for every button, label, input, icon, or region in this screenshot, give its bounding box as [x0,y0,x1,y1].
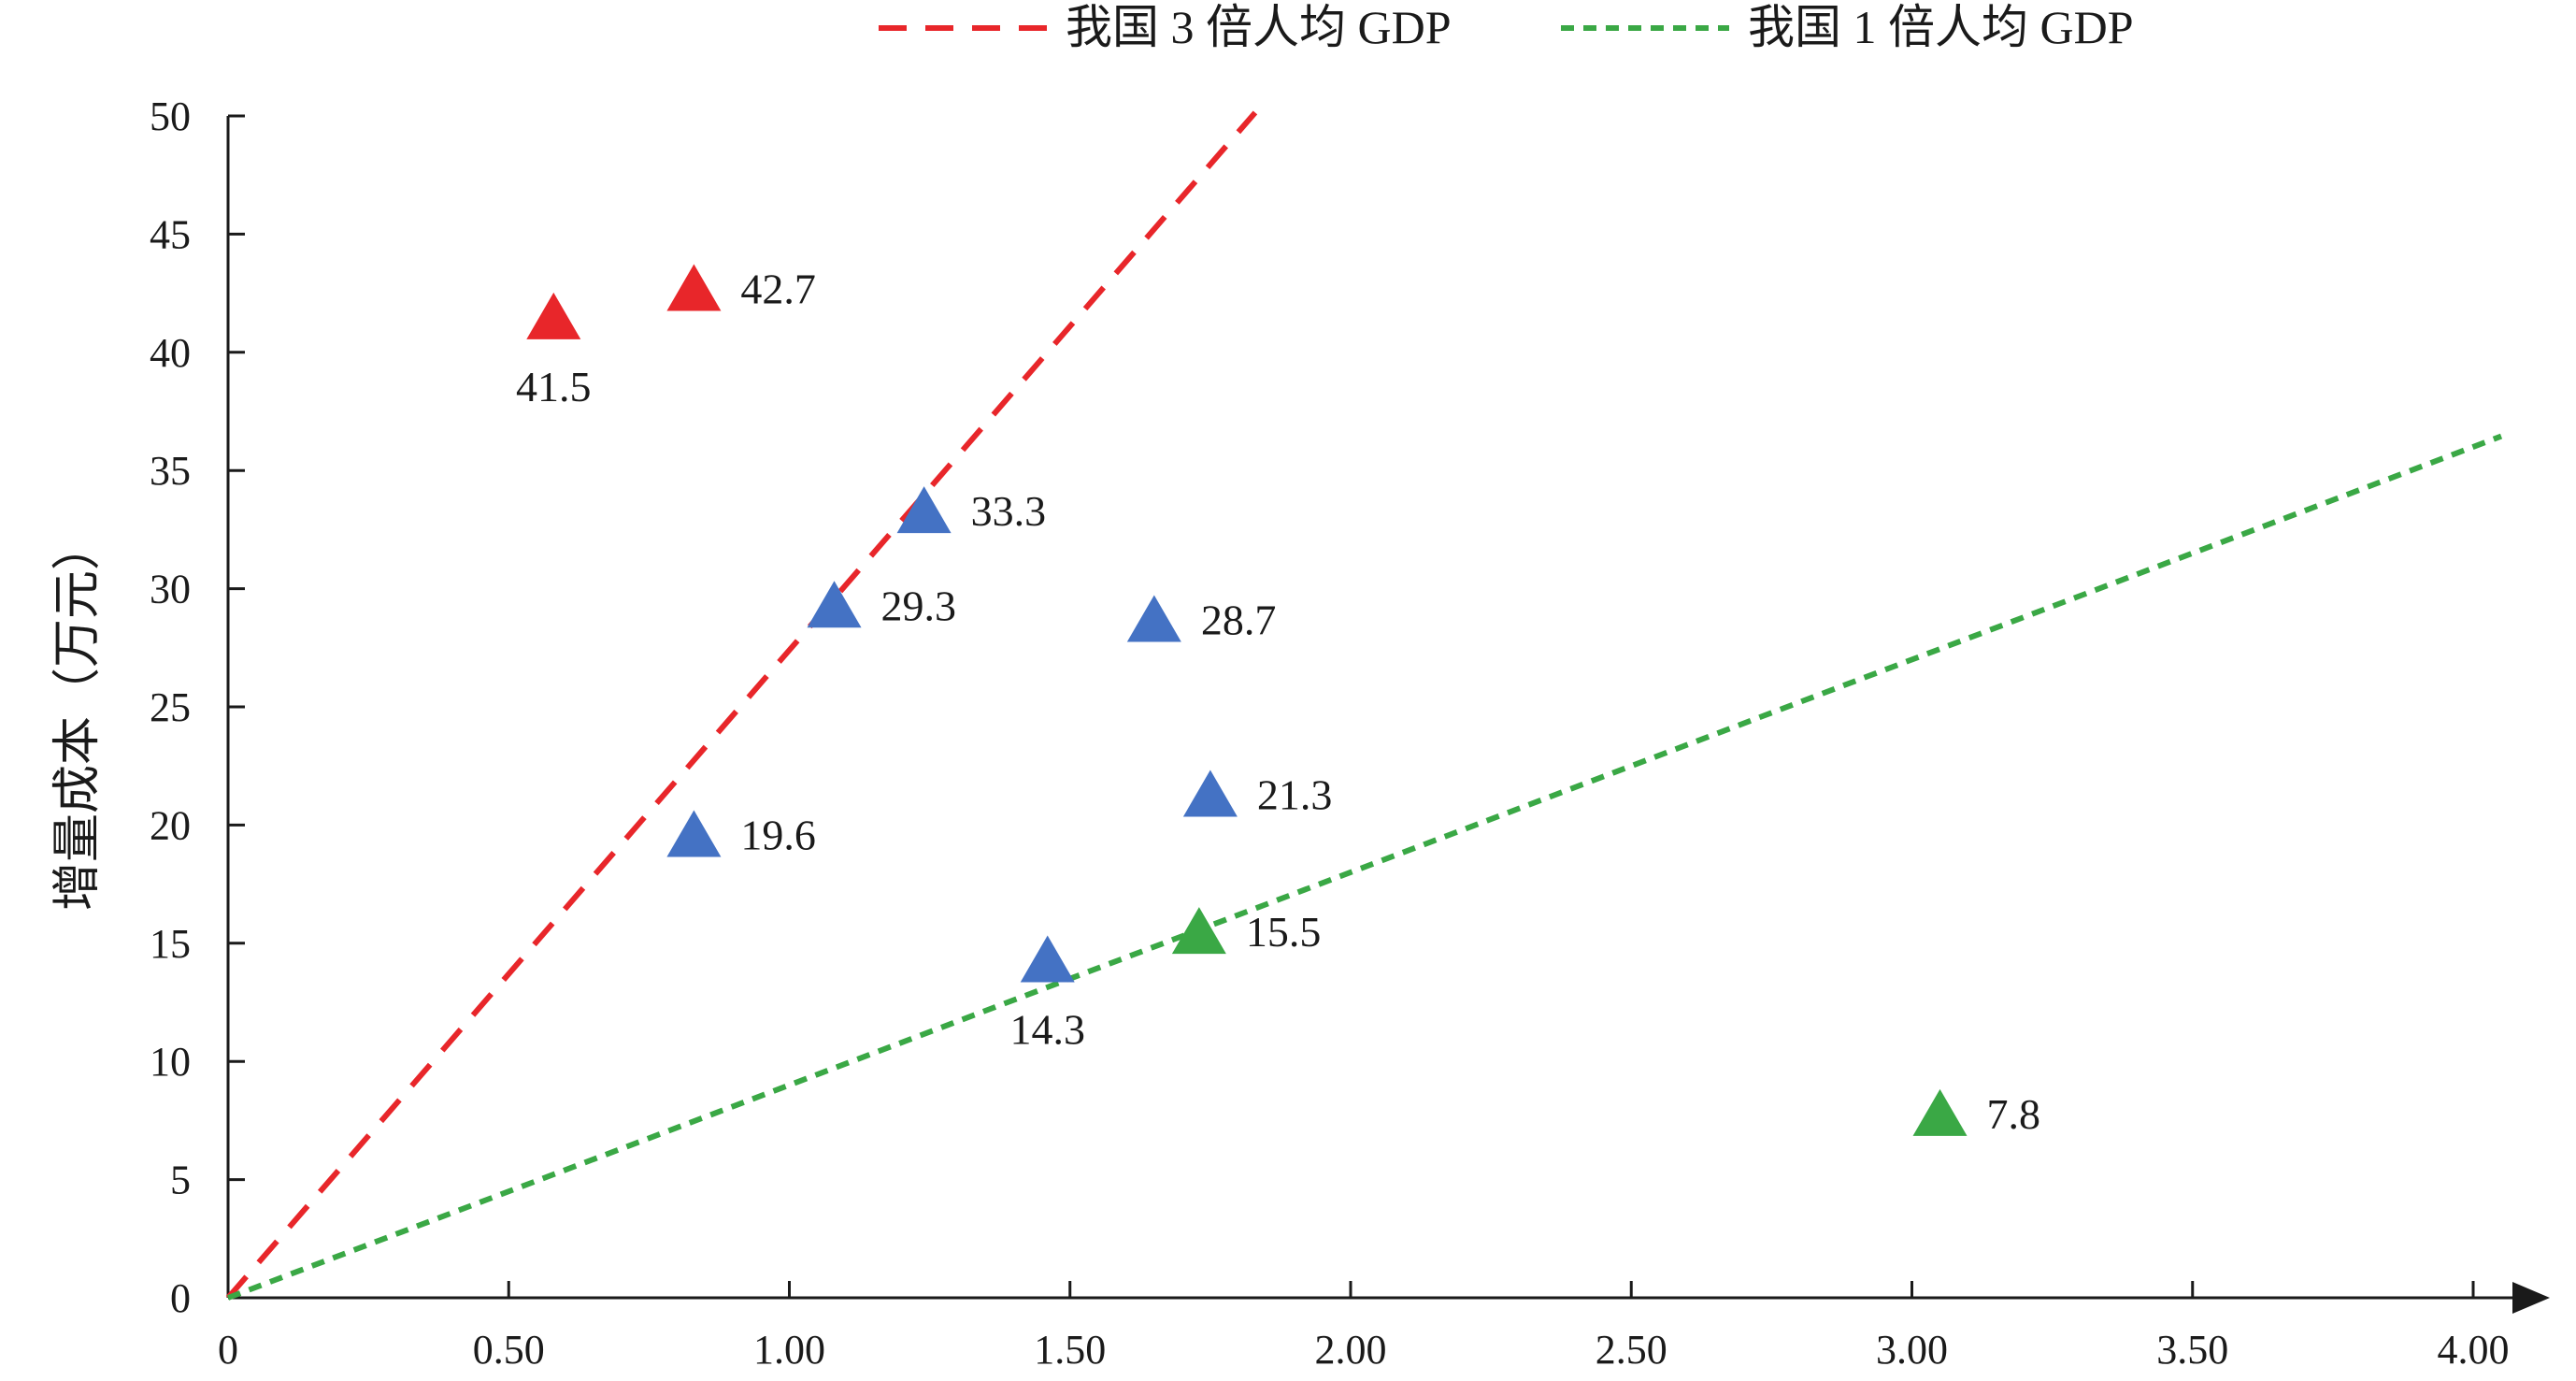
data-point-3-1 [1171,907,1226,955]
data-point-1-1 [526,292,581,339]
data-label-2-6: 14.3 [1009,1005,1085,1053]
x-tick-label: 2.50 [1596,1327,1667,1373]
data-point-1-2 [666,264,722,311]
data-label-2-2: 29.3 [881,582,957,629]
data-point-2-1 [896,486,952,534]
y-tick-label: 5 [170,1158,191,1203]
data-label-1-1: 41.5 [516,363,592,410]
reference-line-2 [226,433,2503,1301]
y-tick-label: 10 [150,1039,191,1085]
y-tick-label: 25 [150,684,191,730]
data-label-1-2: 42.7 [740,266,816,313]
data-label-2-4: 21.3 [1257,771,1333,819]
x-axis-arrow [2512,1282,2550,1314]
y-tick-label: 15 [150,921,191,967]
data-label-2-3: 28.7 [1201,596,1277,643]
reference-line-1 [225,110,1258,1300]
data-label-2-1: 33.3 [971,487,1047,535]
y-tick-label: 35 [150,448,191,494]
x-tick-label: 0.50 [473,1327,545,1373]
axes: 0 5 10 15 20 25 30 35 40 45 50 0 0.50 1.00 1.50 2.00 2.5… [51,94,2550,1373]
data-point-2-4 [1182,770,1238,817]
data-point-3-2 [1912,1088,1968,1136]
x-tick-label: 1.00 [753,1327,825,1373]
legend-label-2: 我国 1 倍人均 GDP [1748,1,2134,53]
y-tick-label: 45 [150,211,191,257]
data-point-2-2 [807,581,862,628]
x-tick-label: 3.50 [2156,1327,2228,1373]
x-tick-label: 3.00 [1876,1327,1948,1373]
legend-label-1: 我国 3 倍人均 GDP [1066,1,1452,53]
y-tick-label: 40 [150,330,191,376]
x-tick-label: 4.00 [2438,1327,2510,1373]
y-axis-title: 增量成本（万元） [51,522,105,911]
data-label-2-5: 19.6 [740,812,816,859]
y-tick-label: 30 [150,567,191,612]
x-tick-label: 1.50 [1034,1327,1106,1373]
data-label-3-1: 15.5 [1246,908,1322,956]
data-label-3-2: 7.8 [1987,1090,2041,1138]
x-tick-label: 0 [218,1327,238,1373]
y-tick-label: 0 [170,1275,191,1321]
reference-lines [225,110,2503,1301]
data-point-2-3 [1126,595,1181,642]
x-tick-label: 2.00 [1315,1327,1387,1373]
legend: 我国 3 倍人均 GDP 我国 1 倍人均 GDP [879,1,2134,53]
data-point-2-6 [1020,935,1075,983]
y-tick-label: 20 [150,802,191,848]
data-points: 41.5 42.7 33.3 29.3 28.7 21.3 19.6 14.3 15.5 7.8 [516,264,2041,1138]
y-tick-label: 50 [150,94,191,139]
data-point-2-5 [666,810,722,857]
